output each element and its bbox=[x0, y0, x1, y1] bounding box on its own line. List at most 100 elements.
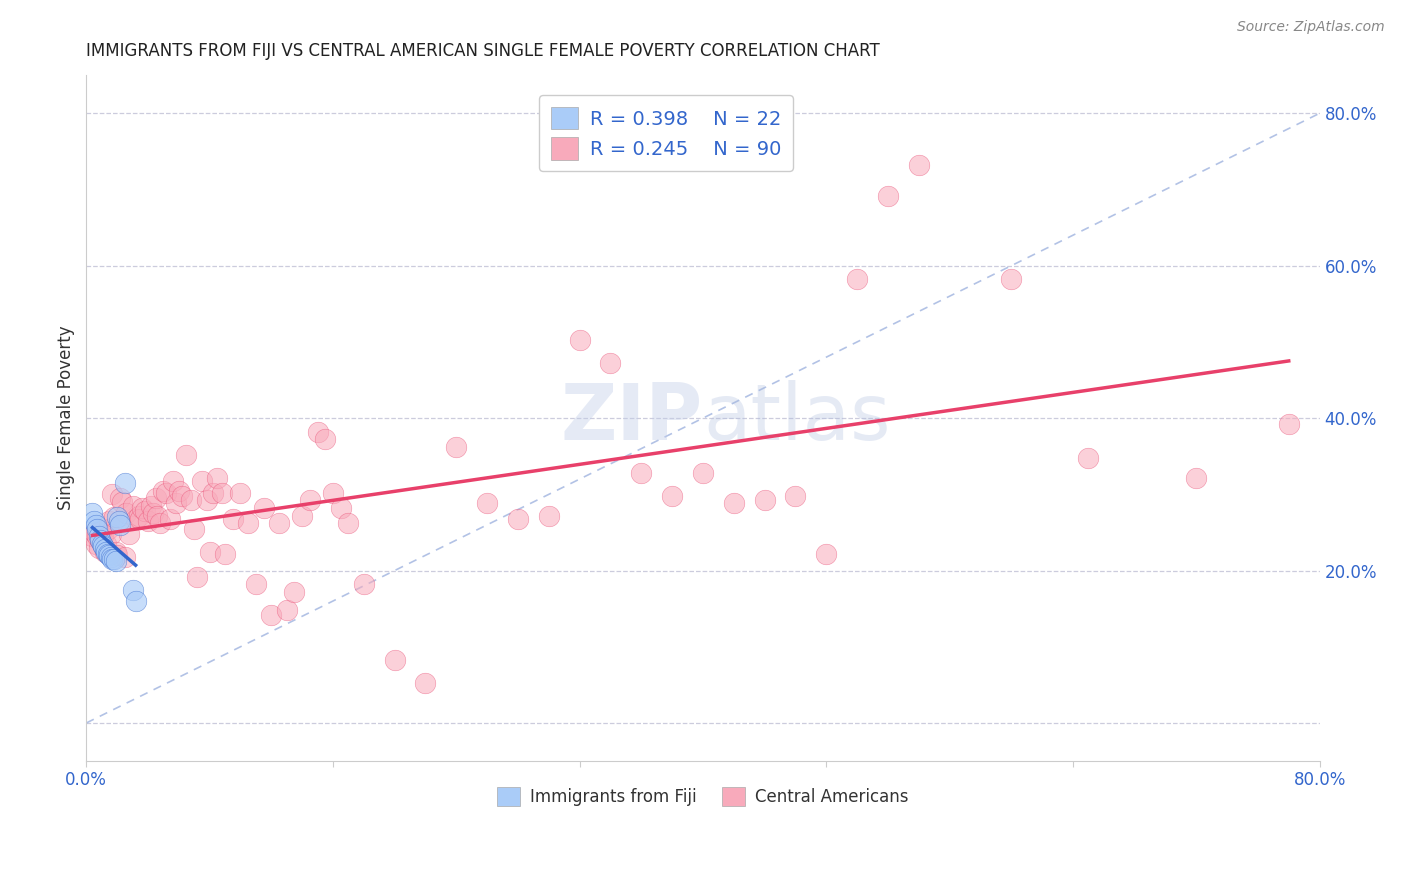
Point bbox=[506, 512, 529, 526]
Point bbox=[111, 495, 134, 509]
Point bbox=[723, 496, 745, 510]
Text: Source: ZipAtlas.com: Source: ZipAtlas.com bbox=[1237, 20, 1385, 34]
Point bbox=[128, 508, 150, 523]
Point bbox=[170, 489, 193, 503]
Point bbox=[118, 527, 141, 541]
Point bbox=[159, 512, 181, 526]
Point bbox=[131, 501, 153, 516]
Point bbox=[96, 544, 118, 558]
Point bbox=[104, 544, 127, 558]
Point bbox=[162, 474, 184, 488]
Point bbox=[134, 504, 156, 518]
Point bbox=[267, 516, 290, 531]
Point bbox=[229, 485, 252, 500]
Point bbox=[260, 607, 283, 622]
Point bbox=[89, 533, 111, 547]
Point bbox=[692, 466, 714, 480]
Point bbox=[353, 577, 375, 591]
Point bbox=[337, 516, 360, 531]
Point bbox=[103, 552, 125, 566]
Point bbox=[276, 603, 298, 617]
Point bbox=[283, 585, 305, 599]
Point bbox=[86, 529, 108, 543]
Point bbox=[180, 493, 202, 508]
Point bbox=[329, 501, 352, 516]
Point bbox=[105, 510, 128, 524]
Point bbox=[83, 525, 105, 540]
Point bbox=[91, 529, 114, 543]
Point bbox=[94, 542, 117, 557]
Point bbox=[145, 491, 167, 505]
Point bbox=[252, 501, 274, 516]
Point bbox=[1077, 450, 1099, 465]
Point bbox=[82, 529, 104, 543]
Point bbox=[307, 425, 329, 439]
Point bbox=[115, 507, 138, 521]
Point bbox=[207, 470, 229, 484]
Point bbox=[91, 539, 114, 553]
Y-axis label: Single Female Poverty: Single Female Poverty bbox=[58, 326, 75, 510]
Point bbox=[291, 508, 314, 523]
Point bbox=[314, 433, 336, 447]
Point bbox=[186, 569, 208, 583]
Point bbox=[87, 541, 110, 555]
Point bbox=[877, 188, 900, 202]
Point bbox=[101, 552, 124, 566]
Point bbox=[139, 499, 162, 513]
Point bbox=[121, 499, 143, 513]
Point bbox=[83, 514, 105, 528]
Point bbox=[245, 577, 267, 591]
Point bbox=[121, 582, 143, 597]
Point bbox=[100, 527, 122, 541]
Point bbox=[222, 512, 245, 526]
Point bbox=[114, 549, 136, 564]
Point bbox=[754, 493, 776, 508]
Text: ZIP: ZIP bbox=[561, 380, 703, 456]
Point bbox=[298, 493, 321, 508]
Point bbox=[198, 544, 221, 558]
Point bbox=[176, 448, 198, 462]
Point bbox=[167, 483, 190, 498]
Point bbox=[191, 474, 214, 488]
Text: IMMIGRANTS FROM FIJI VS CENTRAL AMERICAN SINGLE FEMALE POVERTY CORRELATION CHART: IMMIGRANTS FROM FIJI VS CENTRAL AMERICAN… bbox=[86, 42, 880, 60]
Point bbox=[568, 334, 591, 348]
Point bbox=[108, 491, 131, 505]
Point bbox=[97, 522, 120, 536]
Point bbox=[149, 516, 172, 531]
Point bbox=[415, 676, 437, 690]
Point bbox=[1000, 272, 1022, 286]
Point bbox=[142, 507, 165, 521]
Point bbox=[785, 489, 807, 503]
Point bbox=[907, 158, 929, 172]
Point bbox=[107, 514, 129, 528]
Point bbox=[98, 514, 121, 528]
Point bbox=[84, 517, 107, 532]
Point bbox=[1185, 470, 1208, 484]
Point bbox=[152, 483, 174, 498]
Point bbox=[90, 522, 112, 536]
Point bbox=[661, 489, 683, 503]
Point bbox=[155, 485, 177, 500]
Point bbox=[103, 510, 125, 524]
Point bbox=[165, 496, 187, 510]
Point bbox=[86, 522, 108, 536]
Point bbox=[84, 537, 107, 551]
Point bbox=[183, 522, 205, 536]
Point bbox=[146, 508, 169, 523]
Point bbox=[82, 507, 104, 521]
Point bbox=[97, 547, 120, 561]
Point bbox=[446, 440, 468, 454]
Text: atlas: atlas bbox=[703, 380, 890, 456]
Point bbox=[129, 512, 152, 526]
Point bbox=[201, 485, 224, 500]
Point bbox=[599, 356, 621, 370]
Point bbox=[104, 554, 127, 568]
Point bbox=[136, 514, 159, 528]
Point bbox=[100, 549, 122, 564]
Point bbox=[94, 544, 117, 558]
Point bbox=[322, 485, 344, 500]
Point bbox=[105, 549, 128, 563]
Point bbox=[815, 547, 838, 561]
Legend: Immigrants from Fiji, Central Americans: Immigrants from Fiji, Central Americans bbox=[489, 779, 917, 814]
Point bbox=[195, 493, 218, 508]
